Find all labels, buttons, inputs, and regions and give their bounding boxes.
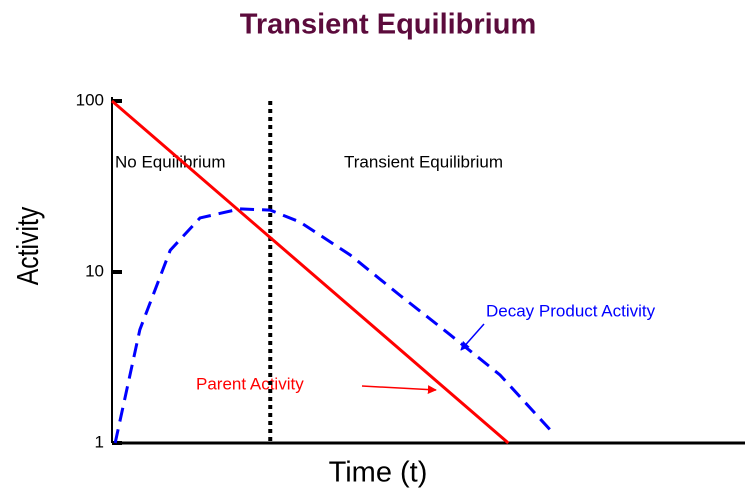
series-line bbox=[113, 207, 557, 444]
y-axis-label: Activity bbox=[11, 207, 45, 286]
series-line bbox=[111, 99, 510, 445]
y-tick-label: 10 bbox=[85, 261, 104, 280]
arrow bbox=[361, 385, 437, 395]
series-label: Parent Activity bbox=[196, 374, 304, 393]
y-tick-label: 1 bbox=[95, 432, 104, 451]
annotation: No Equilibrium bbox=[115, 152, 226, 171]
x-axis-label: Time (t) bbox=[329, 457, 428, 489]
chart-title: Transient Equilibrium bbox=[240, 9, 537, 41]
series-label: Decay Product Activity bbox=[486, 301, 656, 320]
annotation: Transient Equilibrium bbox=[344, 152, 503, 171]
y-tick-label: 100 bbox=[76, 90, 104, 109]
